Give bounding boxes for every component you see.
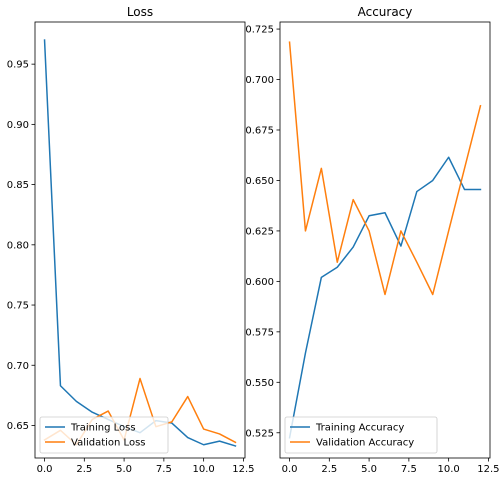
series-line-validation-accuracy [288, 41, 482, 296]
y-tick-label: 0.80 [7, 240, 29, 251]
y-tick-label: 0.85 [7, 180, 29, 191]
y-tick-label: 0.575 [245, 327, 274, 338]
y-tick-label: 0.600 [245, 277, 274, 288]
axes-frame [279, 21, 491, 459]
chart-title: Loss [127, 5, 153, 19]
x-tick-label: 2.5 [321, 464, 337, 475]
series-line-training-accuracy [288, 156, 482, 439]
y-tick-label: 0.65 [7, 421, 29, 432]
legend: Training Accuracy Validation Accuracy [284, 416, 438, 454]
series-line-training-loss [43, 39, 237, 447]
accuracy-chart: Accuracy 0.0 2.5 5.0 7.5 10.0 12.5 0.525 0.550 0.… [245, 5, 499, 475]
y-tick-label: 0.90 [7, 120, 29, 131]
x-tick-label: 7.5 [156, 464, 172, 475]
y-tick-label: 0.525 [245, 428, 274, 439]
y-tick-label: 0.725 [245, 25, 274, 36]
y-tick-label: 0.550 [245, 378, 274, 389]
y-tick-label: 0.95 [7, 60, 29, 71]
y-tick-label: 0.675 [245, 125, 274, 136]
x-tick-label: 7.5 [401, 464, 417, 475]
y-tick-label: 0.625 [245, 226, 274, 237]
x-tick-label: 10.0 [193, 464, 215, 475]
x-tick-label: 5.0 [116, 464, 132, 475]
legend-label: Validation Accuracy [316, 438, 414, 449]
legend-label: Validation Loss [71, 438, 146, 449]
x-tick-label: 2.5 [76, 464, 92, 475]
legend-box [39, 416, 169, 454]
chart-title: Accuracy [358, 5, 413, 19]
x-tick-label: 0.0 [282, 464, 298, 475]
y-tick-label: 0.700 [245, 75, 274, 86]
x-tick-label: 12.5 [477, 464, 499, 475]
y-tick-label: 0.70 [7, 361, 29, 372]
legend-label: Training Accuracy [315, 423, 404, 434]
legend: Training Loss Validation Loss [39, 416, 169, 454]
legend-box [284, 416, 438, 454]
loss-chart: Loss 0.0 2.5 5.0 7.5 10.0 12.5 0.65 0.70 0.75 0.80… [7, 5, 255, 475]
axes-frame [34, 21, 246, 459]
x-tick-label: 12.5 [232, 464, 254, 475]
x-tick-label: 5.0 [361, 464, 377, 475]
x-tick-label: 10.0 [438, 464, 460, 475]
legend-label: Training Loss [70, 423, 136, 434]
y-tick-label: 0.650 [245, 176, 274, 187]
y-tick-label: 0.75 [7, 301, 29, 312]
x-tick-label: 0.0 [37, 464, 53, 475]
